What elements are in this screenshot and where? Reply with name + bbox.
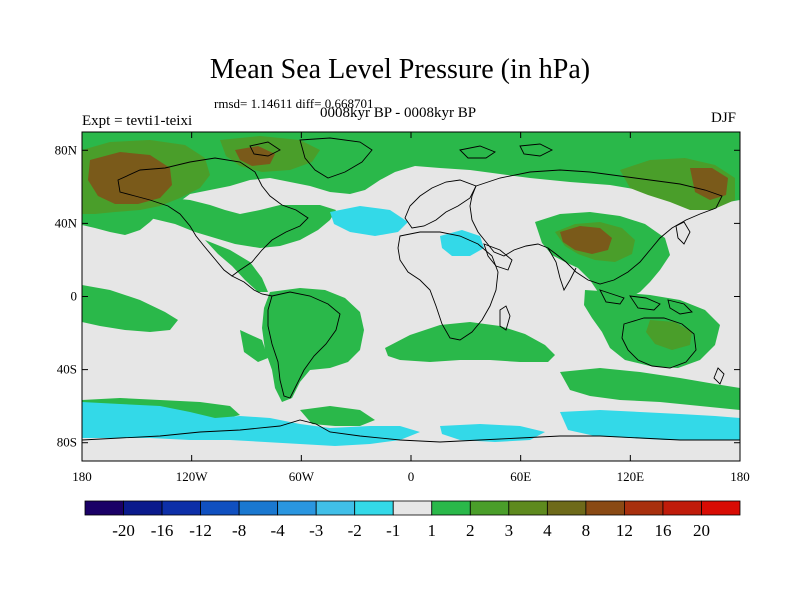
axis-tick-labels: 80N 40N 0 40S 80S 180 120W 60W 0 60E 120E 180 — [55, 142, 750, 484]
colorbar-swatch — [624, 500, 664, 516]
field-green-region — [82, 198, 336, 248]
y-tick-label: 80N — [55, 142, 78, 157]
coastlines — [82, 137, 740, 443]
field-green-region — [82, 285, 178, 332]
colorbar-label: -1 — [386, 521, 400, 540]
field-cyan-region — [440, 424, 545, 442]
x-tick-label: 120W — [176, 469, 209, 484]
colorbar-label: 16 — [654, 521, 671, 540]
colorbar-label: -8 — [232, 521, 246, 540]
colorbar-label: 20 — [693, 521, 710, 540]
statistics-text: rmsd= 1.14611 diff= 0.668701 — [214, 96, 374, 111]
colorbar-swatch — [469, 500, 510, 516]
colorbar-swatch — [277, 500, 317, 516]
colorbar-swatch — [84, 500, 124, 516]
colorbar-label: -4 — [271, 521, 286, 540]
colorbar-swatch — [315, 500, 356, 516]
colorbar-label: 3 — [505, 521, 514, 540]
colorbar-label: -2 — [348, 521, 362, 540]
colorbar-swatch — [585, 500, 625, 516]
field-brown-region — [88, 152, 172, 204]
colorbar-labels: -20 -16 -12 -8 -4 -3 -2 -1 1 2 3 4 8 12 16 20 — [112, 521, 710, 540]
field-green-region — [240, 330, 268, 362]
colorbar-label: 2 — [466, 521, 475, 540]
colorbar-label: -12 — [189, 521, 212, 540]
field-cyan-region — [330, 206, 408, 236]
colorbar-swatch — [508, 500, 548, 516]
colorbar-label: -16 — [151, 521, 174, 540]
x-tick-label: 180 — [730, 469, 750, 484]
y-tick-label: 0 — [71, 289, 78, 304]
colorbar-swatch — [546, 500, 587, 516]
colorbar-swatch — [662, 500, 702, 516]
pressure-field — [82, 132, 740, 461]
colorbar-label: 8 — [582, 521, 591, 540]
colorbar-swatch — [123, 500, 163, 516]
x-tick-label: 60W — [289, 469, 315, 484]
field-brown-region — [560, 226, 612, 254]
colorbar-label: 4 — [543, 521, 552, 540]
field-cyan-region — [440, 230, 484, 256]
colorbar-swatch — [238, 500, 279, 516]
field-brown-region — [690, 168, 728, 200]
x-tick-label: 120E — [617, 469, 645, 484]
colorbar — [84, 500, 741, 516]
colorbar-swatch — [200, 500, 240, 516]
field-green-region — [300, 406, 375, 426]
field-green-region — [560, 368, 740, 410]
colorbar-swatch — [161, 500, 201, 516]
axis-ticks — [81, 132, 741, 461]
x-tick-label: 0 — [408, 469, 415, 484]
map-title: Mean Sea Level Pressure (in hPa) — [209, 54, 591, 85]
colorbar-swatch — [701, 500, 741, 516]
colorbar-label: -20 — [112, 521, 135, 540]
colorbar-swatch — [392, 500, 433, 516]
field-brown-region — [235, 146, 275, 166]
y-tick-label: 40N — [55, 215, 78, 230]
field-green-region — [385, 322, 555, 362]
colorbar-label: 1 — [428, 521, 437, 540]
period-text: 0008kyr BP - 0008kyr BP — [320, 105, 477, 121]
field-cyan-region — [560, 410, 740, 440]
colorbar-label: 12 — [616, 521, 633, 540]
experiment-label: Expt = tevti1-teixi — [82, 113, 193, 129]
field-darkgreen-region — [646, 320, 692, 350]
x-tick-label: 60E — [510, 469, 531, 484]
colorbar-label: -3 — [309, 521, 323, 540]
y-tick-label: 80S — [57, 435, 77, 450]
colorbar-swatch — [354, 500, 394, 516]
field-green-region — [205, 240, 268, 292]
season-label: DJF — [711, 110, 737, 126]
colorbar-swatch — [431, 500, 471, 516]
y-tick-label: 40S — [57, 362, 77, 377]
field-green-region — [262, 288, 364, 402]
x-tick-label: 180 — [72, 469, 92, 484]
